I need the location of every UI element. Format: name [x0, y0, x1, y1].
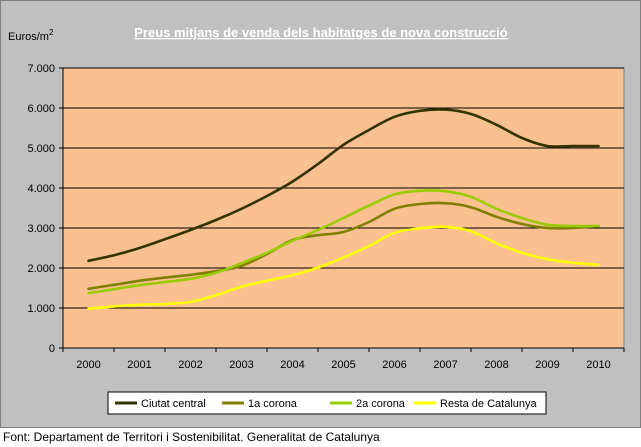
x-tick-label: 2009 [535, 359, 559, 371]
y-tick-label: 2.000 [27, 263, 55, 275]
series-line-1 [87, 108, 600, 263]
y-axis-label: Euros/m2 [8, 28, 54, 43]
x-tick-label: 2007 [433, 359, 457, 371]
series-line-2 [87, 201, 600, 291]
plot-area: 0 1.000 2.000 3.000 4.000 5.000 6.000 7.000 2000… [27, 63, 625, 371]
x-tick-label: 2000 [76, 359, 100, 371]
x-tick-label: 2003 [229, 359, 253, 371]
y-tick-label: 1.000 [27, 303, 55, 315]
legend: Ciutat central 1a corona 2a corona Resta de… [107, 391, 547, 415]
legend-label-4: Resta de Catalunya [440, 398, 537, 410]
x-tick-label: 2005 [331, 359, 355, 371]
y-tick-label: 0 [49, 343, 55, 355]
source-note: Font: Departament de Territori i Sosteni… [3, 430, 380, 444]
x-tick-label: 2008 [484, 359, 508, 371]
x-tick-label: 2010 [586, 359, 610, 371]
y-tick-label: 4.000 [27, 183, 55, 195]
legend-label-2: 1a corona [248, 398, 298, 410]
y-tick-label: 7.000 [27, 63, 55, 75]
y-tick-label: 3.000 [27, 223, 55, 235]
legend-label-3: 2a corona [356, 398, 406, 410]
x-tick-label: 2006 [382, 359, 406, 371]
x-tick-label: 2001 [127, 359, 151, 371]
legend-label-1: Ciutat central [141, 398, 206, 410]
line-chart: Preus mitjans de venda dels habitatges d… [8, 25, 625, 415]
chart-title: Preus mitjans de venda dels habitatges d… [134, 25, 508, 40]
x-tick-label: 2002 [178, 359, 202, 371]
y-tick-label: 6.000 [27, 103, 55, 115]
y-tick-label: 5.000 [27, 143, 55, 155]
series-line-4 [87, 225, 600, 311]
legend-box [107, 391, 547, 415]
series-line-3 [87, 189, 600, 295]
chart-area: Preus mitjans de venda dels habitatges d… [0, 0, 641, 428]
x-tick-label: 2004 [280, 359, 304, 371]
plot-background [62, 67, 625, 349]
